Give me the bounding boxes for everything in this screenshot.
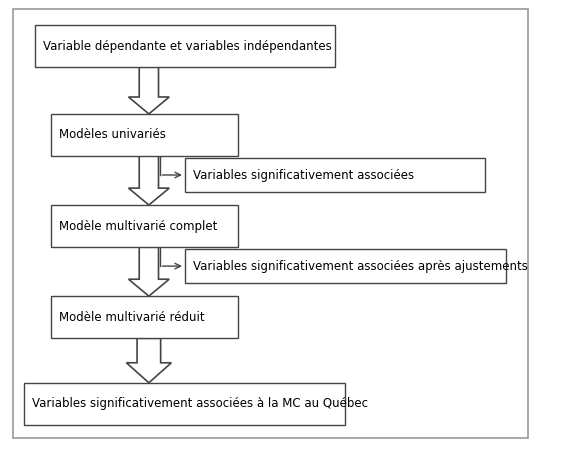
FancyBboxPatch shape (35, 25, 335, 67)
Text: Modèle multivarié complet: Modèle multivarié complet (59, 220, 217, 233)
FancyBboxPatch shape (185, 249, 506, 283)
Text: Variable dépendante et variables indépendantes: Variable dépendante et variables indépen… (43, 40, 332, 53)
Polygon shape (128, 67, 169, 114)
FancyBboxPatch shape (51, 296, 238, 338)
FancyBboxPatch shape (24, 383, 346, 425)
Polygon shape (126, 338, 171, 383)
Polygon shape (128, 156, 169, 205)
Text: Variables significativement associées: Variables significativement associées (193, 168, 414, 181)
FancyBboxPatch shape (51, 205, 238, 247)
Text: Modèle multivarié réduit: Modèle multivarié réduit (59, 310, 204, 324)
Text: Modèles univariés: Modèles univariés (59, 129, 166, 141)
FancyBboxPatch shape (51, 114, 238, 156)
Text: Variables significativement associées après ajustements: Variables significativement associées ap… (193, 260, 528, 273)
Polygon shape (128, 247, 169, 296)
FancyBboxPatch shape (185, 158, 485, 192)
Text: Variables significativement associées à la MC au Québec: Variables significativement associées à … (32, 397, 369, 410)
